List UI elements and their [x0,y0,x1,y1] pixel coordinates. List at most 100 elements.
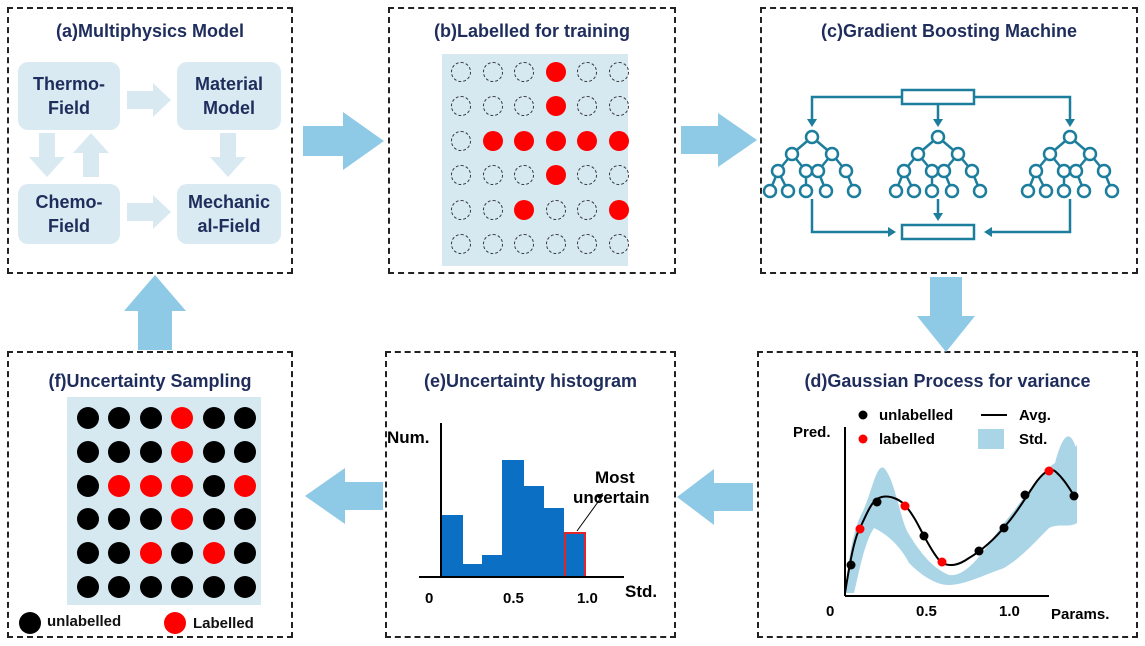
panel-uncertainty-sampling: (f)Uncertainty Sampling unlabelled Label… [7,351,293,638]
legend-labelled-marker [164,612,186,634]
unlabelled-sample [577,62,598,82]
unlabelled-sample [202,440,225,463]
decision-tree-1-node [762,183,778,199]
histogram-plot: Num. Std. Most uncertain 0 0.5 1.0 [387,423,657,607]
labelled-sample [514,199,535,220]
unlabelled-sample [451,165,471,186]
unlabelled-sample [482,199,503,220]
legend-labelled: Labelled [193,615,254,632]
unlabelled-sample [234,576,256,598]
labelled-sample [171,474,194,497]
decision-tree-2-node [944,183,960,199]
labelled-sample [202,542,225,565]
hist-bar [502,460,524,577]
panel-multiphysics-model: (a)Multiphysics Model Thermo- Field Mate… [7,7,293,274]
unlabelled-sample [77,474,99,497]
arrowhead-middle-icon [933,119,943,127]
decision-tree-1-node [824,146,840,162]
unlabelled-sample [545,199,566,220]
x-axis-label: Std. [625,582,657,601]
decision-tree-2-node [896,163,912,179]
connector-right [974,95,1072,121]
unlabelled-sample [77,407,99,429]
panel-b-title: (b)Labelled for training [434,21,630,41]
unlabelled-sample [108,542,131,565]
unlabelled-sample [545,234,566,254]
arrowhead-right-out-icon [984,227,992,237]
std-band [845,445,1077,593]
unlabelled-sample [609,62,629,82]
unlabelled-point [974,546,984,556]
unlabelled-sample [234,542,256,565]
labelled-sample [139,542,162,565]
legend-std-swatch [978,429,1004,449]
decision-tree-3-node [1042,146,1058,162]
decision-tree-3-node [1056,163,1072,179]
arrow-thermo-to-chemo-icon [29,133,65,177]
connector-left [810,95,902,121]
arrowhead-middle-out-icon [933,213,943,221]
labelled-sample [171,508,194,531]
unlabelled-sample [139,508,162,531]
unlabelled-sample [139,407,162,429]
labelled-point [1044,466,1054,476]
labelled-sample [545,96,566,117]
unlabelled-sample [171,542,194,565]
y-axis-label: Num. [387,428,430,447]
decision-tree-3-node [1096,163,1112,179]
decision-tree-1-node [818,183,834,199]
gp-plot: unlabelled labelled Avg. Std. Pred. Para… [793,407,1109,623]
decision-tree-2-node [906,183,922,199]
decision-tree-2-node [888,183,904,199]
decision-tree-3-node [1068,163,1084,179]
annotation-line1: Most [595,468,635,487]
x-tick-05: 0.5 [916,603,937,620]
arrowhead-left-icon [807,119,817,127]
decision-tree-1-node [804,129,820,145]
labelled-sample [234,474,256,497]
panel-a-title: (a)Multiphysics Model [55,21,244,41]
decision-tree-2-node [924,163,940,179]
sample-grid-b [442,54,629,266]
hist-bar [482,555,502,577]
unlabelled-point [846,560,856,570]
unlabelled-sample [609,165,629,186]
panel-labelled-for-training: (b)Labelled for training [388,7,676,274]
arrow-d-to-e-icon [677,469,753,525]
unlabelled-sample [451,62,471,82]
legend-unlabelled-marker [19,612,41,634]
connector-right-out [990,199,1072,234]
labelled-sample [108,474,131,497]
unlabelled-sample [482,62,503,82]
labelled-sample [482,130,503,151]
legend-labelled-marker [858,434,868,444]
unlabelled-sample [482,165,503,186]
sample-grid-pad-f [67,397,261,605]
labelled-sample [514,130,535,151]
panel-d-title: (d)Gaussian Process for variance [804,371,1091,391]
hist-bar [441,515,463,577]
sample-grid-pad-b [442,54,628,266]
arrow-material-to-mechanical-icon [210,133,246,177]
labelled-sample [171,407,194,429]
labelled-sample [609,130,629,151]
annotation-arrow [576,494,604,532]
unlabelled-sample [108,440,131,463]
arrow-a-to-b-icon [303,112,384,170]
unlabelled-point [872,497,882,507]
unlabelled-sample [451,234,471,254]
input-box [900,88,976,106]
unlabelled-point [999,523,1009,533]
x-tick-0: 0 [425,590,433,607]
decision-tree-3-node [1056,183,1072,199]
decision-tree-3-node [1104,183,1120,199]
unlabelled-sample [139,576,162,598]
panel-gradient-boosting: (c)Gradient Boosting Machine [760,7,1138,274]
labelled-sample [577,130,598,151]
legend-avg: Avg. [1019,407,1051,424]
arrow-b-to-c-icon [681,113,757,167]
hist-bar [544,508,564,577]
unlabelled-sample [451,130,471,151]
decision-tree-3-node [1038,183,1054,199]
